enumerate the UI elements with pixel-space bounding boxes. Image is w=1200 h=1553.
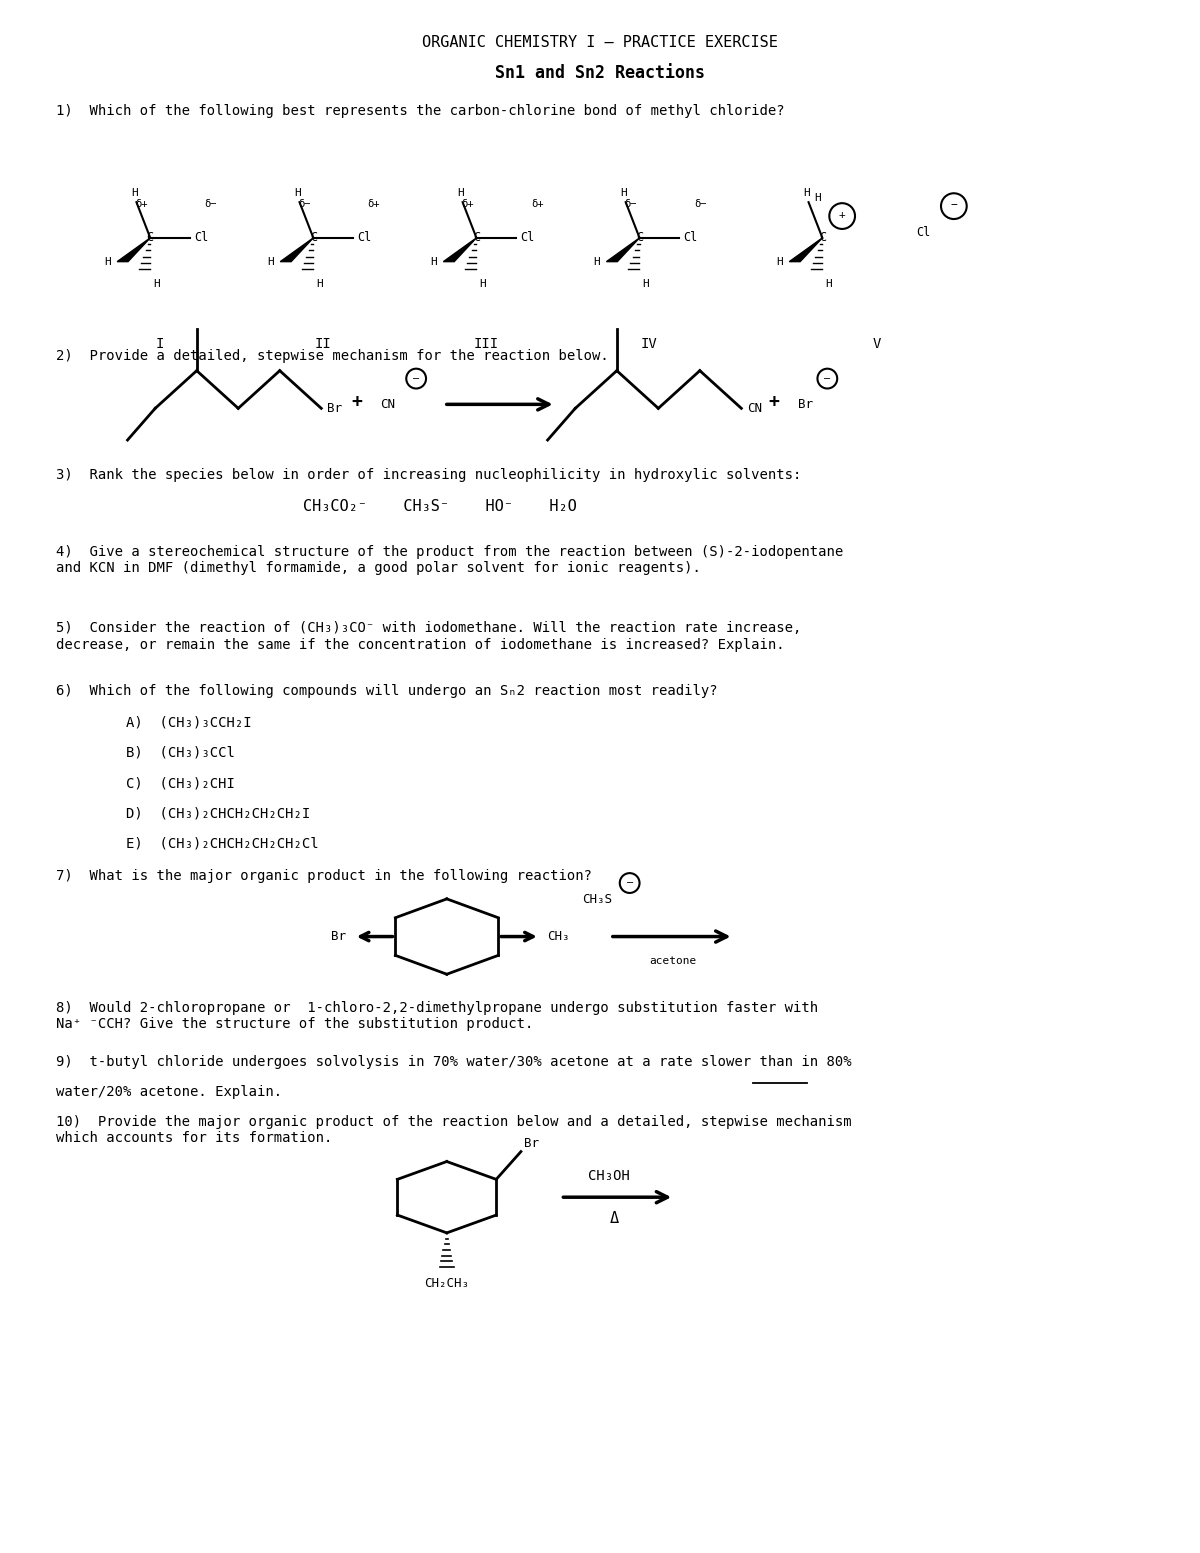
Text: Br: Br bbox=[524, 1137, 539, 1149]
Text: ORGANIC CHEMISTRY I – PRACTICE EXERCISE: ORGANIC CHEMISTRY I – PRACTICE EXERCISE bbox=[422, 34, 778, 50]
Text: C)  (CH₃)₂CHI: C) (CH₃)₂CHI bbox=[126, 776, 234, 790]
Text: δ−: δ− bbox=[624, 199, 636, 210]
Text: H: H bbox=[642, 280, 649, 289]
Text: CH₃OH: CH₃OH bbox=[588, 1169, 630, 1183]
Text: −: − bbox=[412, 374, 420, 384]
Text: 8)  Would 2-chloropropane or  1-chloro-2,2-dimethylpropane undergo substitution : 8) Would 2-chloropropane or 1-chloro-2,2… bbox=[56, 1002, 818, 1031]
Text: H: H bbox=[826, 280, 832, 289]
Text: II: II bbox=[314, 337, 331, 351]
Text: I: I bbox=[156, 337, 164, 351]
Polygon shape bbox=[606, 238, 640, 261]
Text: IV: IV bbox=[641, 337, 658, 351]
Text: CN: CN bbox=[748, 402, 762, 415]
Text: 1)  Which of the following best represents the carbon-chlorine bond of methyl ch: 1) Which of the following best represent… bbox=[56, 104, 785, 118]
Text: δ+: δ+ bbox=[134, 199, 148, 210]
Text: 3)  Rank the species below in order of increasing nucleophilicity in hydroxylic : 3) Rank the species below in order of in… bbox=[56, 467, 802, 481]
Text: 4)  Give a stereochemical structure of the product from the reaction between (S): 4) Give a stereochemical structure of th… bbox=[56, 545, 844, 575]
Text: H: H bbox=[104, 256, 110, 267]
Text: H: H bbox=[803, 188, 810, 199]
Text: δ+: δ+ bbox=[367, 199, 380, 210]
Text: δ−: δ− bbox=[694, 199, 707, 210]
Text: CH₃: CH₃ bbox=[547, 930, 570, 943]
Text: δ−: δ− bbox=[205, 199, 217, 210]
Text: Br: Br bbox=[798, 398, 812, 412]
Text: +: + bbox=[768, 393, 779, 412]
Text: CH₂CH₃: CH₂CH₃ bbox=[425, 1278, 469, 1291]
Text: −: − bbox=[950, 200, 958, 210]
Text: H: H bbox=[814, 193, 821, 203]
Text: 6)  Which of the following compounds will undergo an Sₙ2 reaction most readily?: 6) Which of the following compounds will… bbox=[56, 683, 718, 697]
Text: Cl: Cl bbox=[193, 231, 208, 244]
Text: acetone: acetone bbox=[649, 957, 697, 966]
Text: 5)  Consider the reaction of (CH₃)₃CO⁻ with iodomethane. Will the reaction rate : 5) Consider the reaction of (CH₃)₃CO⁻ wi… bbox=[56, 621, 802, 652]
Text: III: III bbox=[474, 337, 499, 351]
Polygon shape bbox=[281, 238, 313, 261]
Text: H: H bbox=[316, 280, 323, 289]
Text: H: H bbox=[294, 188, 301, 199]
Polygon shape bbox=[443, 238, 476, 261]
Text: H: H bbox=[776, 256, 782, 267]
Text: H: H bbox=[593, 256, 600, 267]
Polygon shape bbox=[118, 238, 150, 261]
Text: 7)  What is the major organic product in the following reaction?: 7) What is the major organic product in … bbox=[56, 870, 593, 884]
Text: H: H bbox=[479, 280, 486, 289]
Text: −: − bbox=[823, 374, 832, 384]
Text: E)  (CH₃)₂CHCH₂CH₂CH₂Cl: E) (CH₃)₂CHCH₂CH₂CH₂Cl bbox=[126, 837, 318, 851]
Text: H: H bbox=[457, 188, 464, 199]
Text: −: − bbox=[625, 877, 634, 888]
Text: δ+: δ+ bbox=[530, 199, 544, 210]
Text: Cl: Cl bbox=[683, 231, 697, 244]
Text: H: H bbox=[268, 256, 274, 267]
Text: Cl: Cl bbox=[356, 231, 371, 244]
Text: B)  (CH₃)₃CCl: B) (CH₃)₃CCl bbox=[126, 745, 234, 759]
Text: water/20% acetone. Explain.: water/20% acetone. Explain. bbox=[56, 1086, 282, 1100]
Polygon shape bbox=[790, 238, 822, 261]
Text: C: C bbox=[146, 231, 154, 244]
Text: H: H bbox=[430, 256, 437, 267]
Text: H: H bbox=[131, 188, 138, 199]
Text: C: C bbox=[310, 231, 317, 244]
Text: 9)  t-butyl chloride undergoes solvolysis in 70% water/30% acetone at a rate slo: 9) t-butyl chloride undergoes solvolysis… bbox=[56, 1056, 852, 1070]
Text: Br: Br bbox=[331, 930, 346, 943]
Text: Δ: Δ bbox=[610, 1211, 619, 1225]
Text: H: H bbox=[620, 188, 628, 199]
Text: +: + bbox=[839, 210, 846, 221]
Text: Cl: Cl bbox=[520, 231, 534, 244]
Text: δ−: δ− bbox=[298, 199, 311, 210]
Text: A)  (CH₃)₃CCH₂I: A) (CH₃)₃CCH₂I bbox=[126, 716, 251, 730]
Text: Br: Br bbox=[328, 402, 342, 415]
Text: Cl: Cl bbox=[917, 227, 930, 239]
Text: CH₃CO₂⁻    CH₃S⁻    HO⁻    H₂O: CH₃CO₂⁻ CH₃S⁻ HO⁻ H₂O bbox=[304, 500, 577, 514]
Text: H: H bbox=[154, 280, 160, 289]
Text: CN: CN bbox=[380, 398, 396, 412]
Text: +: + bbox=[350, 393, 361, 412]
Text: C: C bbox=[818, 231, 826, 244]
Text: Sn1 and Sn2 Reactions: Sn1 and Sn2 Reactions bbox=[494, 64, 704, 82]
Text: δ+: δ+ bbox=[461, 199, 474, 210]
Text: 10)  Provide the major organic product of the reaction below and a detailed, ste: 10) Provide the major organic product of… bbox=[56, 1115, 852, 1145]
Text: 2)  Provide a detailed, stepwise mechanism for the reaction below.: 2) Provide a detailed, stepwise mechanis… bbox=[56, 349, 610, 363]
Text: C: C bbox=[473, 231, 480, 244]
Text: CH₃S: CH₃S bbox=[582, 893, 612, 907]
Text: D)  (CH₃)₂CHCH₂CH₂CH₂I: D) (CH₃)₂CHCH₂CH₂CH₂I bbox=[126, 806, 310, 820]
Text: V: V bbox=[872, 337, 881, 351]
Text: C: C bbox=[636, 231, 643, 244]
